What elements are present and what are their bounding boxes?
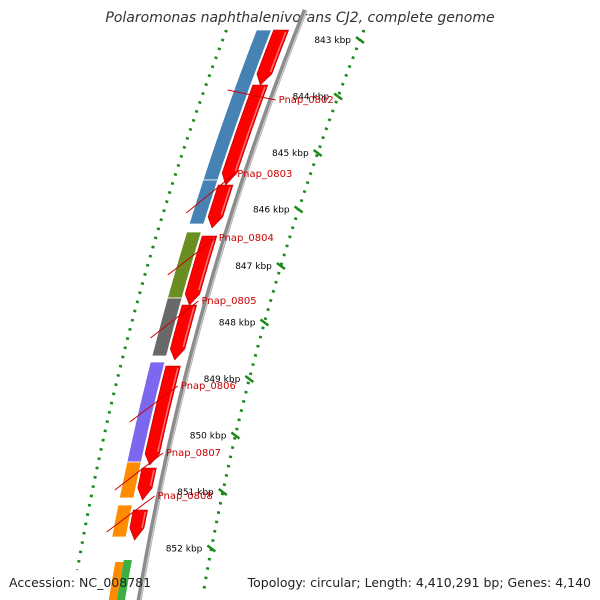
label-layer: Pnap_0802 Pnap_0803 Pnap_0804 Pnap_0805 Pnap…	[106, 89, 334, 533]
gene-label-pnap_0808: Pnap_0808	[158, 491, 213, 502]
gene-label-leader	[227, 89, 276, 101]
gene-label-pnap_0804: Pnap_0804	[219, 233, 274, 244]
gene-label-leader	[114, 452, 164, 491]
scale-tick-label: 849 kbp	[204, 375, 241, 385]
partial-gene-block-green	[116, 560, 132, 600]
scale-layer: 843 kbp 844 kbp 845 kbp 846 kbp 847 kbp 848 k…	[75, 29, 366, 591]
cds-arrow-highlight	[182, 306, 195, 348]
partial-gene-block-orange	[108, 562, 124, 600]
cds-arrow-highlight	[198, 237, 215, 291]
backbone-highlight	[140, 9, 308, 600]
gene-label-leader	[167, 237, 217, 276]
gene-label-leader	[129, 385, 179, 423]
scale-tick	[206, 544, 217, 553]
scale-tick	[230, 431, 241, 440]
accession-text: Accession: NC_008781	[9, 575, 152, 590]
cds-arrow-highlight	[234, 86, 266, 172]
cds-arrow	[129, 509, 148, 541]
scale-tick-label: 848 kbp	[219, 319, 256, 329]
scale-tick	[276, 262, 286, 270]
scale-tick	[333, 92, 343, 101]
scale-tick-label: 847 kbp	[235, 262, 272, 272]
scale-tick-label: 843 kbp	[314, 36, 351, 46]
scale-tick-label: 846 kbp	[253, 206, 290, 216]
scale-tick	[244, 375, 255, 383]
scale-tick	[312, 149, 323, 157]
cds-arrow-highlight	[220, 186, 231, 216]
gene-label-pnap_0802: Pnap_0802	[279, 95, 334, 106]
scale-tick-label: 850 kbp	[190, 432, 227, 442]
scale-tick-label: 845 kbp	[272, 149, 309, 159]
backbone-line	[136, 9, 308, 600]
outer-dotted-line	[75, 29, 228, 571]
backbone-layer	[136, 9, 308, 600]
scale-tick-label: 851 kbp	[177, 488, 214, 498]
cds-arrow-highlight	[157, 367, 179, 453]
scale-tick-label: 844 kbp	[292, 93, 329, 103]
gene-label-pnap_0807: Pnap_0807	[166, 448, 221, 459]
gene-label-pnap_0805: Pnap_0805	[201, 296, 256, 307]
feature-layer	[108, 29, 290, 600]
gene-label-leader	[106, 495, 155, 533]
cds-arrow-highlight	[149, 469, 155, 487]
scale-tick	[293, 205, 304, 214]
gene-label-leader	[185, 173, 235, 214]
gene-block-pnap_0803	[188, 179, 219, 225]
cds-arrow-highlight	[141, 511, 146, 529]
scale-tick	[355, 36, 365, 44]
gene-label-pnap_0803: Pnap_0803	[237, 169, 292, 180]
scale-tick	[218, 488, 228, 496]
gene-label-leader	[150, 300, 199, 339]
gene-block-pnap_0807	[118, 461, 142, 499]
gene-label-pnap_0806: Pnap_0806	[181, 381, 236, 392]
scale-tick	[259, 318, 270, 327]
genome-summary-text: Topology: circular; Length: 4,410,291 bp…	[247, 575, 591, 590]
scale-tick-label: 852 kbp	[166, 545, 203, 555]
cds-arrow-highlight	[269, 31, 287, 73]
cds-arrow	[137, 467, 157, 501]
scale-dotted-line	[202, 29, 366, 591]
